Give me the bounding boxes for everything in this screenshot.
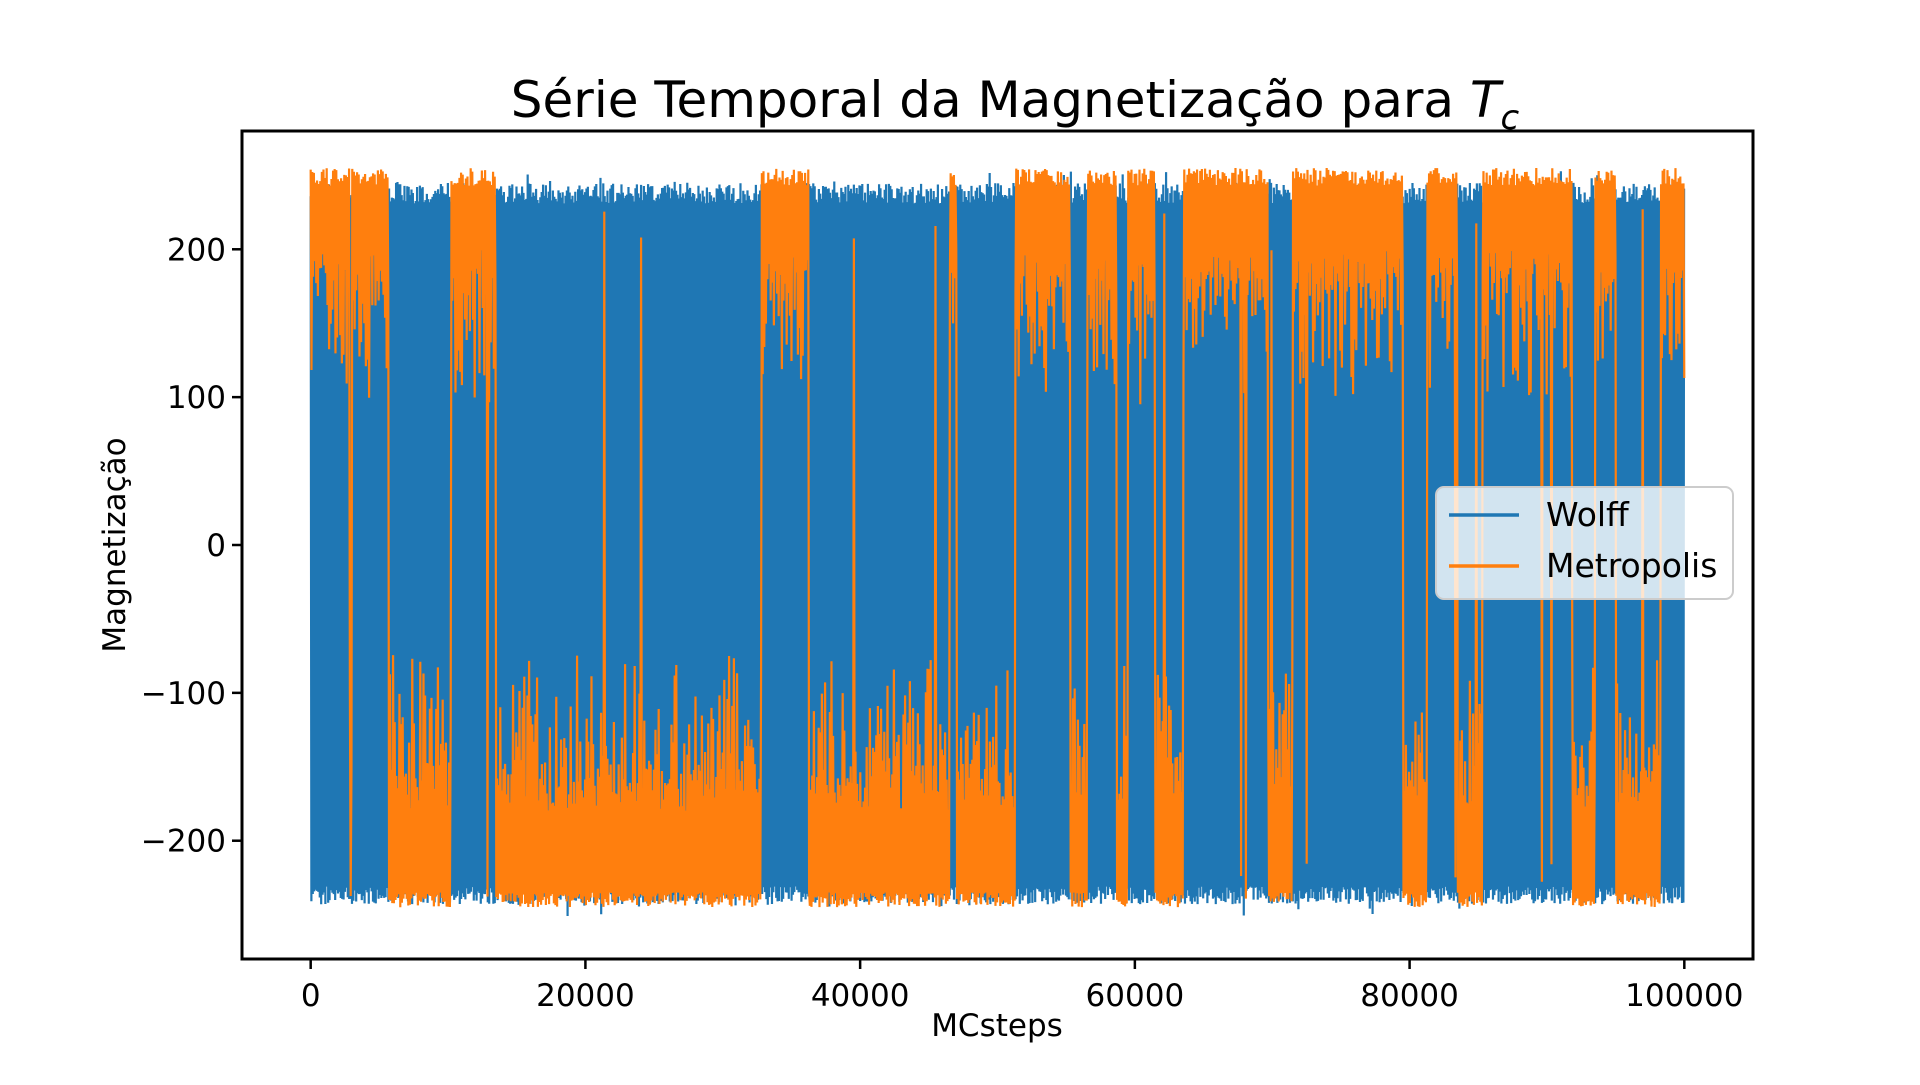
y-tick-label: 200: [167, 232, 226, 268]
legend-label-metropolis: Metropolis: [1546, 546, 1717, 585]
series-layer: [309, 167, 1686, 917]
y-axis: −200 −100 0 100 200: [141, 232, 242, 860]
y-tick-label: −100: [141, 676, 226, 712]
series-line-metropolis: [309, 167, 1686, 908]
y-tick-label: 0: [206, 528, 226, 564]
x-tick-label: 60000: [1086, 978, 1185, 1014]
x-axis-label: MCsteps: [931, 1008, 1063, 1044]
y-tick-label: 100: [167, 380, 226, 416]
legend: Wolff Metropolis: [1435, 486, 1734, 600]
x-tick-label: 100000: [1625, 978, 1743, 1014]
x-tick-label: 20000: [536, 978, 635, 1014]
legend-label-wolff: Wolff: [1546, 495, 1630, 534]
x-tick-label: 80000: [1360, 978, 1459, 1014]
x-tick-label: 0: [301, 978, 321, 1014]
x-tick-label: 40000: [811, 978, 910, 1014]
y-tick-label: −200: [141, 824, 226, 860]
x-axis: 0 20000 40000 60000 80000 100000: [301, 959, 1743, 1014]
y-axis-label: Magnetização: [97, 437, 133, 652]
chart-title: Série Temporal da Magnetização para Tc: [511, 71, 1520, 138]
